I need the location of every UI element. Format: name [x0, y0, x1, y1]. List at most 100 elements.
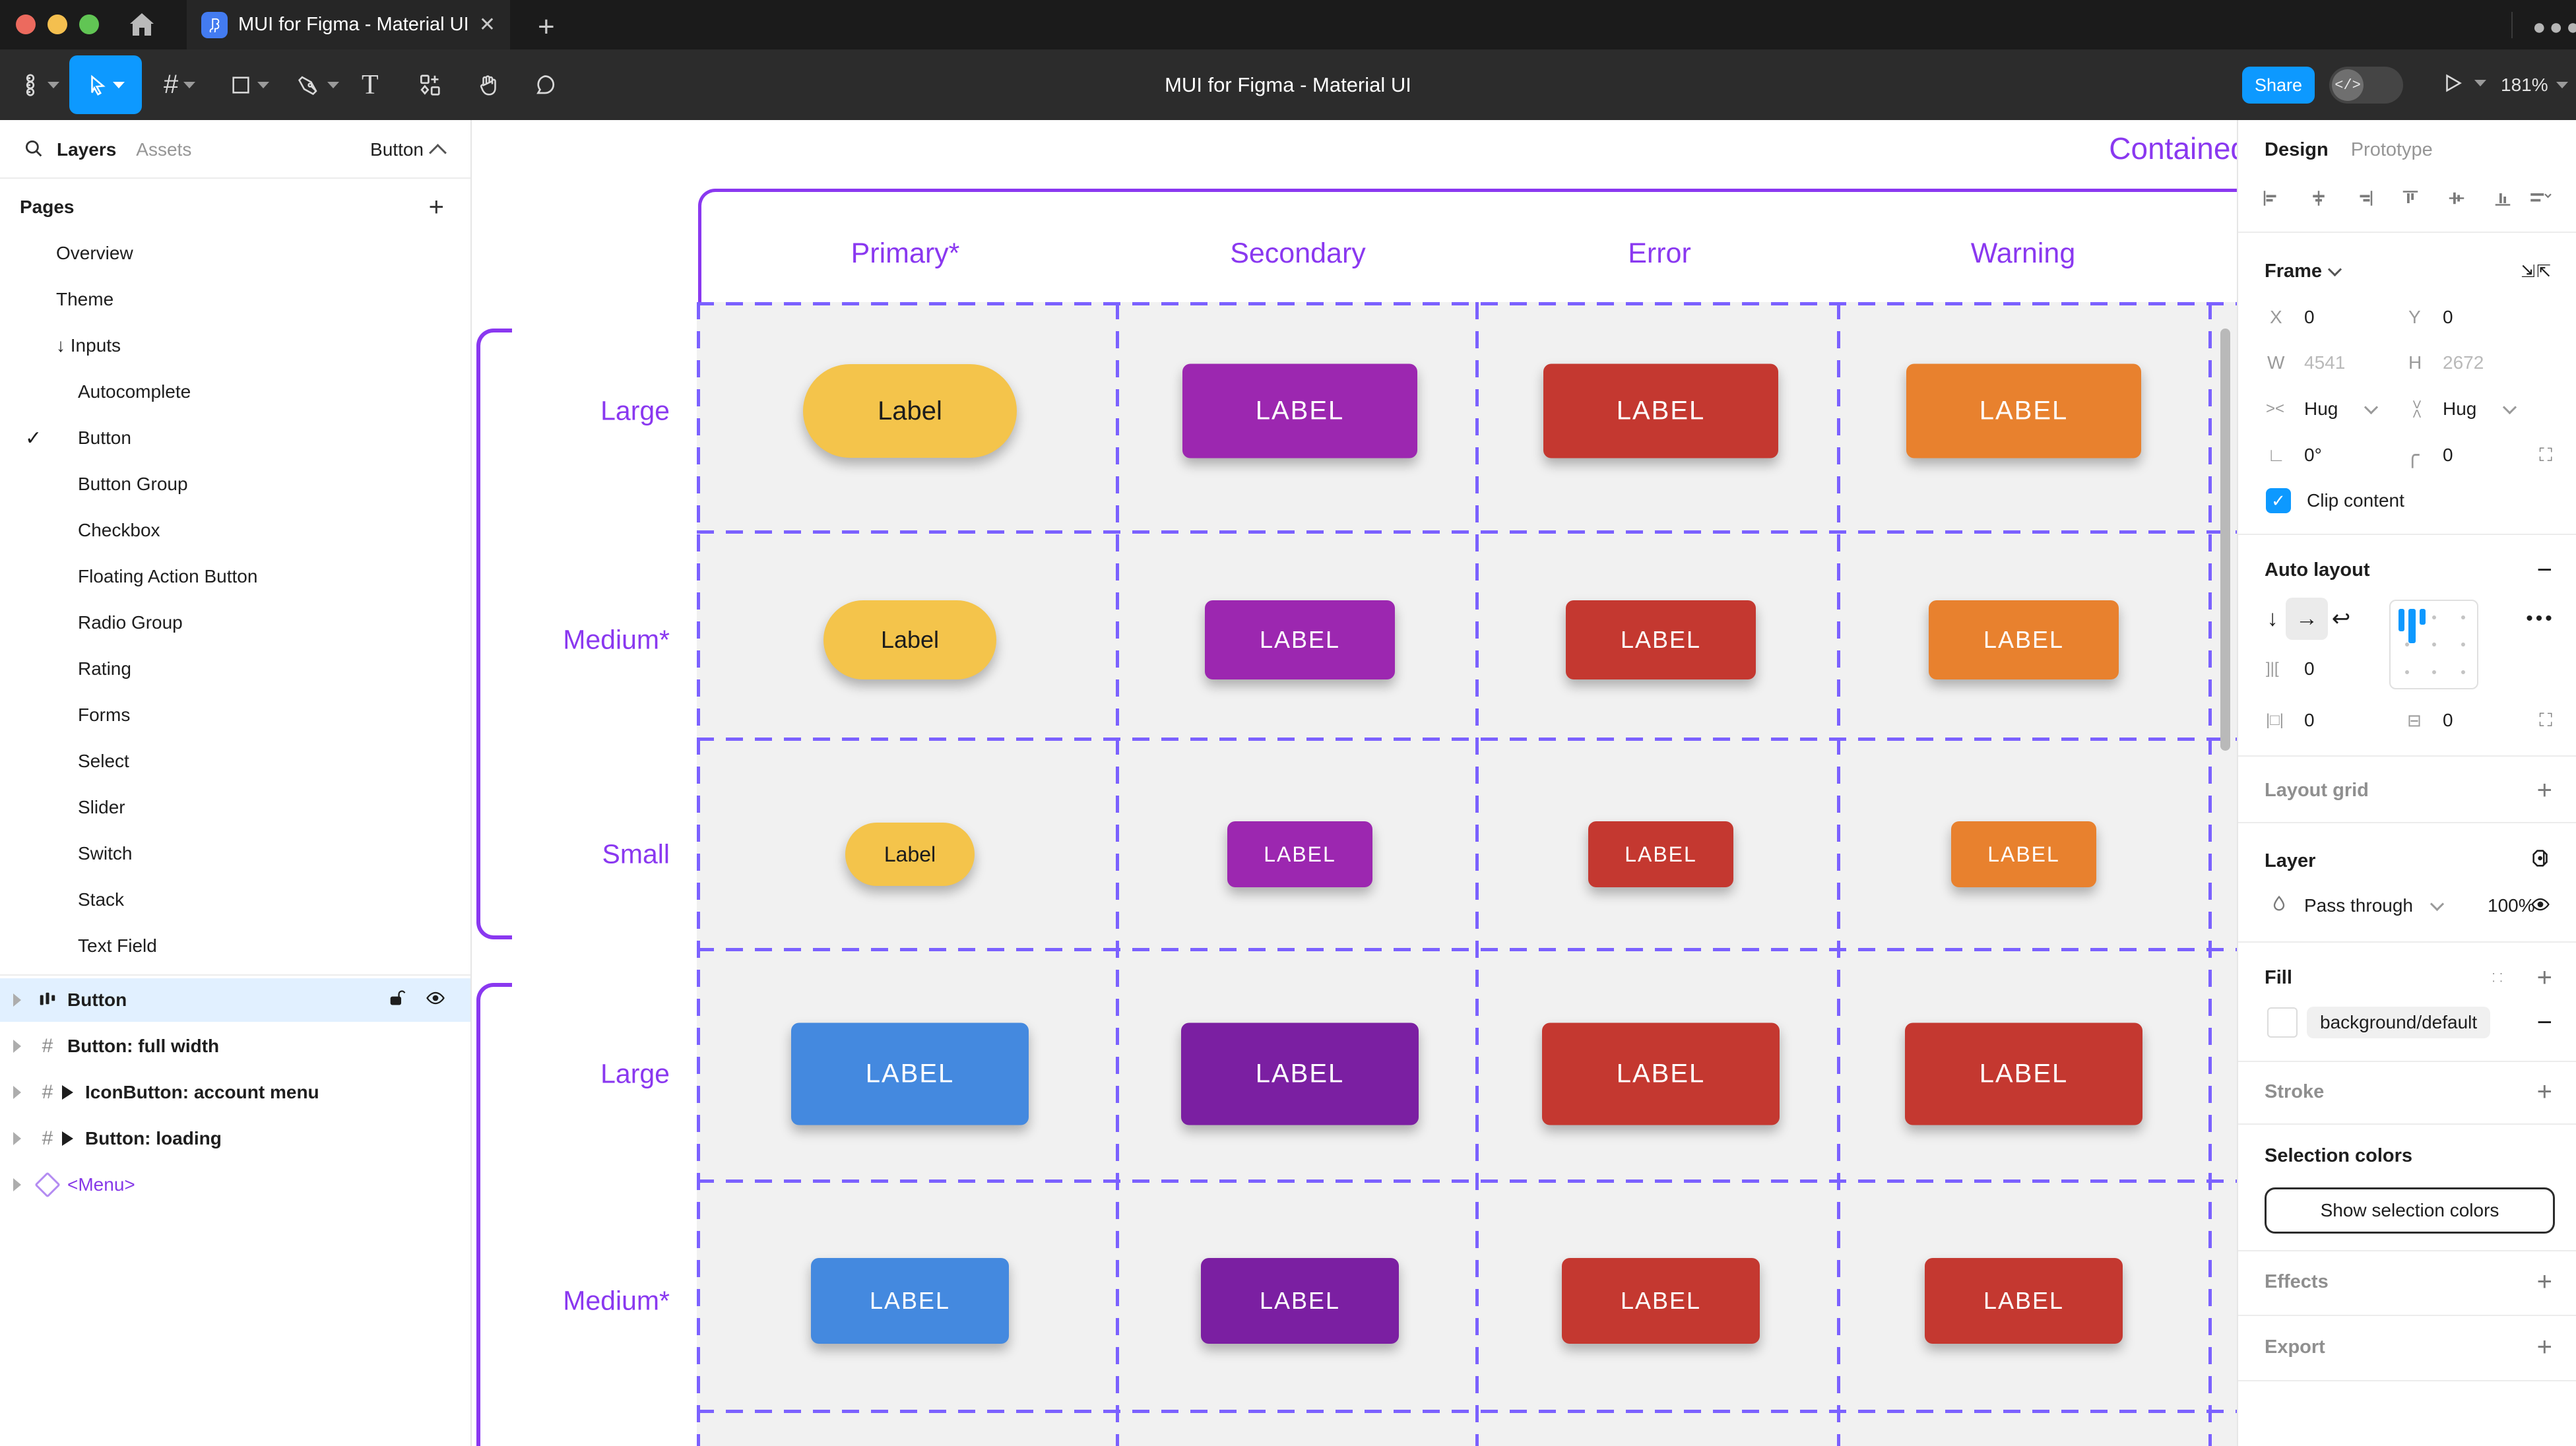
dev-mode-toggle[interactable]: </>	[2329, 67, 2403, 104]
canvas-button[interactable]: LABEL	[1951, 821, 2096, 887]
pen-tool-button[interactable]	[298, 49, 339, 120]
canvas-button[interactable]: LABEL	[1929, 600, 2119, 679]
add-effect-button[interactable]: +	[2536, 1267, 2552, 1296]
fill-styles-icon[interactable]: ∷	[2492, 966, 2507, 989]
frame-tool-button[interactable]: #	[164, 49, 196, 120]
canvas-button[interactable]: LABEL	[791, 1022, 1029, 1125]
remove-auto-layout-button[interactable]: −	[2536, 555, 2552, 584]
page-item-button-group[interactable]: Button Group	[0, 463, 470, 505]
page-selector[interactable]: Button	[370, 129, 447, 171]
page-item-floating-action-button[interactable]: Floating Action Button	[0, 555, 470, 598]
page-item-radio-group[interactable]: Radio Group	[0, 602, 470, 644]
component-play-icon[interactable]	[62, 1085, 73, 1100]
tab-layers[interactable]: Layers	[57, 139, 117, 160]
shape-tool-button[interactable]	[230, 49, 269, 120]
window-close-button[interactable]	[16, 15, 36, 34]
canvas-button[interactable]: LABEL	[1588, 821, 1733, 887]
canvas-button[interactable]: LABEL	[1542, 1022, 1780, 1125]
expand-caret-icon[interactable]	[13, 993, 21, 1007]
align-v-center-icon[interactable]	[2447, 189, 2466, 213]
page-item-rating[interactable]: Rating	[0, 648, 470, 690]
tab-prototype[interactable]: Prototype	[2350, 139, 2433, 160]
layer-row-button-full-width[interactable]: # Button: full width	[0, 1024, 470, 1068]
canvas[interactable]: Contained Primary* Secondary Error Warning …	[472, 120, 2237, 1446]
collapse-frame-icon[interactable]: ⇲⇱	[2521, 261, 2552, 281]
canvas-scrollbar[interactable]	[2220, 329, 2230, 751]
fill-token-chip[interactable]: background/default	[2307, 1007, 2491, 1038]
canvas-button[interactable]: LABEL	[1562, 1258, 1760, 1344]
page-item-stack[interactable]: Stack	[0, 879, 470, 921]
alignment-widget[interactable]	[2389, 600, 2478, 689]
clip-content-checkbox[interactable]: ✓	[2266, 488, 2291, 513]
expand-caret-icon[interactable]	[13, 1040, 21, 1053]
page-item-overview[interactable]: Overview	[0, 232, 470, 274]
clip-content-row[interactable]: ✓ Clip content	[2238, 480, 2576, 522]
x-field-value[interactable]: 0	[2304, 307, 2315, 327]
text-tool-button[interactable]: T	[362, 69, 379, 100]
window-minimize-button[interactable]	[48, 15, 67, 34]
h-field-value[interactable]: 2672	[2443, 352, 2484, 373]
page-item-inputs[interactable]: ↓ Inputs	[0, 325, 470, 367]
frame-section-title[interactable]: Frame	[2265, 260, 2323, 282]
canvas-button[interactable]: LABEL	[1227, 821, 1372, 887]
page-item-select[interactable]: Select	[0, 740, 470, 782]
direction-wrap-icon[interactable]: ↩	[2331, 606, 2351, 631]
y-field-value[interactable]: 0	[2443, 307, 2453, 327]
expand-caret-icon[interactable]	[13, 1178, 21, 1191]
h-sizing-value[interactable]: Hug	[2304, 398, 2338, 419]
share-button[interactable]: Share	[2242, 67, 2315, 104]
fill-row[interactable]: background/default −	[2238, 1001, 2576, 1044]
add-export-button[interactable]: +	[2536, 1332, 2552, 1362]
distribute-icon[interactable]	[2528, 189, 2558, 213]
canvas-button[interactable]: LABEL	[1181, 1022, 1419, 1125]
window-zoom-button[interactable]	[79, 15, 99, 34]
chevron-down-icon[interactable]	[2474, 80, 2486, 86]
canvas-button[interactable]: LABEL	[1543, 363, 1778, 458]
canvas-button[interactable]: LABEL	[811, 1258, 1009, 1344]
fill-color-swatch[interactable]	[2267, 1007, 2298, 1038]
page-item-forms[interactable]: Forms	[0, 694, 470, 736]
v-sizing-value[interactable]: Hug	[2443, 398, 2477, 419]
component-play-icon[interactable]	[62, 1131, 73, 1146]
search-icon[interactable]	[22, 137, 45, 163]
show-selection-colors-button[interactable]: Show selection colors	[2265, 1187, 2555, 1234]
new-tab-button[interactable]: +	[538, 11, 555, 43]
canvas-button[interactable]: LABEL	[1205, 600, 1395, 679]
gap-value[interactable]: 0	[2304, 658, 2315, 679]
tabbar-more-icon[interactable]: ●●●	[2532, 15, 2576, 40]
canvas-button[interactable]: Label	[803, 364, 1017, 458]
page-item-text-field[interactable]: Text Field	[0, 925, 470, 967]
canvas-button[interactable]: LABEL	[1906, 363, 2141, 458]
unlock-icon[interactable]	[387, 988, 406, 1013]
file-tab[interactable]: MUI for Figma - Material UI ✕	[187, 0, 510, 49]
zoom-menu[interactable]: 181%	[2501, 49, 2568, 120]
page-item-checkbox[interactable]: Checkbox	[0, 509, 470, 551]
tab-assets[interactable]: Assets	[136, 139, 192, 160]
opacity-value[interactable]: 100%	[2488, 895, 2535, 916]
layer-row-button-loading[interactable]: # Button: loading	[0, 1117, 470, 1160]
expand-caret-icon[interactable]	[13, 1086, 21, 1099]
w-field-value[interactable]: 4541	[2304, 352, 2346, 373]
page-item-autocomplete[interactable]: Autocomplete	[0, 371, 470, 413]
comment-tool-button[interactable]	[533, 49, 557, 120]
frame-title[interactable]: Contained	[2109, 131, 2237, 166]
page-item-switch[interactable]: Switch	[0, 833, 470, 875]
present-button[interactable]	[2441, 71, 2486, 96]
move-tool-button[interactable]	[69, 55, 142, 114]
page-item-button[interactable]: ✓ Button	[0, 417, 470, 459]
v-padding-value[interactable]: 0	[2443, 710, 2453, 730]
align-right-icon[interactable]	[2355, 189, 2375, 213]
rotation-value[interactable]: 0°	[2304, 445, 2322, 465]
add-layout-grid-button[interactable]: +	[2536, 775, 2552, 805]
home-icon[interactable]	[125, 9, 158, 41]
canvas-button[interactable]: Label	[823, 600, 996, 679]
page-item-slider[interactable]: Slider	[0, 786, 470, 829]
remove-fill-button[interactable]: −	[2536, 1007, 2552, 1037]
independent-padding-icon[interactable]: ⛶	[2539, 709, 2552, 730]
layer-row--menu-[interactable]: <Menu>	[0, 1163, 470, 1207]
align-h-center-icon[interactable]	[2309, 189, 2329, 213]
tab-design[interactable]: Design	[2265, 139, 2329, 160]
auto-layout-more-icon[interactable]: •••	[2526, 608, 2555, 629]
layer-row-iconbutton-account-menu[interactable]: # IconButton: account menu	[0, 1071, 470, 1114]
corner-radius-value[interactable]: 0	[2443, 445, 2453, 465]
